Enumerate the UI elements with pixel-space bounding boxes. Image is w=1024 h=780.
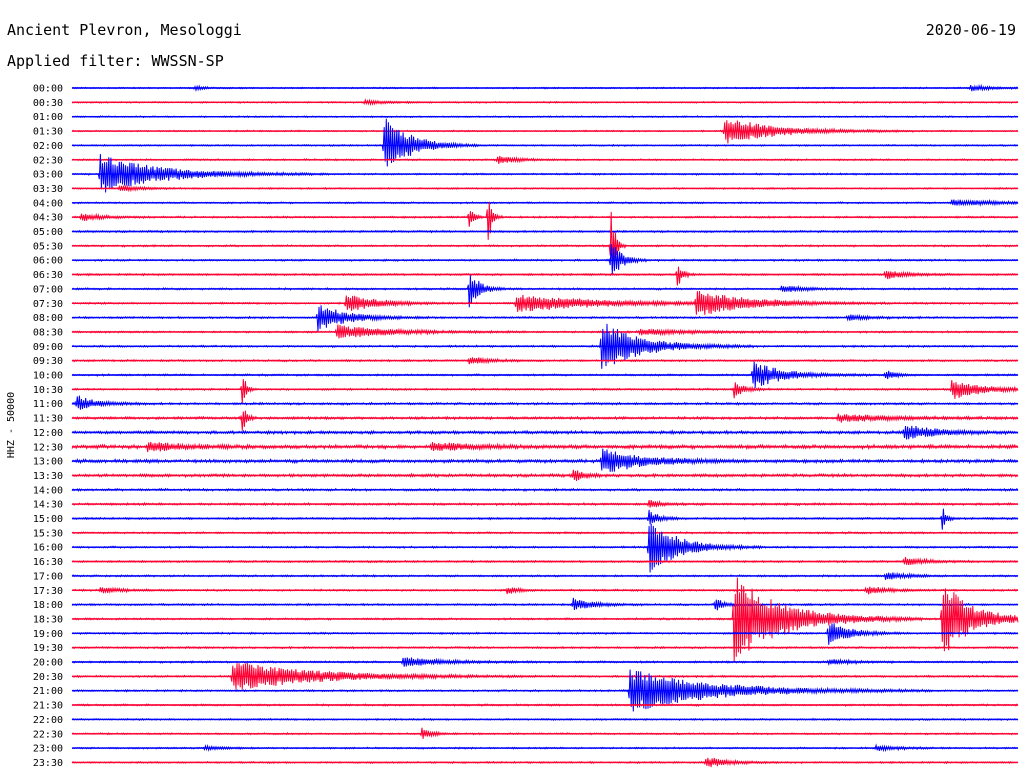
time-label: 07:00 <box>33 284 63 295</box>
time-label: 00:30 <box>33 98 63 109</box>
time-label: 02:30 <box>33 155 63 166</box>
trace-line <box>71 410 1019 431</box>
time-label: 10:30 <box>33 385 63 396</box>
time-label: 19:30 <box>33 643 63 654</box>
time-label: 14:00 <box>33 485 63 496</box>
time-label: 06:00 <box>33 256 63 267</box>
filter-label: Applied filter: WWSSN-SP <box>7 52 224 70</box>
time-label: 16:00 <box>33 543 63 554</box>
time-label: 08:00 <box>33 313 63 324</box>
time-label-group: 00:00 00:30 01:00 01:30 02:00 02:30 03:00 03:30… <box>33 84 63 769</box>
y-axis-label: HHZ - 50000 <box>6 392 17 458</box>
time-label: 07:30 <box>33 299 63 310</box>
time-label: 02:00 <box>33 141 63 152</box>
time-label: 20:00 <box>33 658 63 669</box>
time-label: 15:00 <box>33 514 63 525</box>
trace-line <box>71 202 1019 240</box>
time-label: 00:00 <box>33 84 63 95</box>
time-label: 10:00 <box>33 371 63 382</box>
station-title: Ancient Plevron, Mesologgi <box>7 21 242 39</box>
time-label: 17:00 <box>33 571 63 582</box>
trace-line <box>71 523 1019 573</box>
trace-line <box>71 266 1019 286</box>
trace-line <box>71 379 1019 404</box>
time-label: 16:30 <box>33 557 63 568</box>
time-label: 13:00 <box>33 457 63 468</box>
time-label: 04:30 <box>33 213 63 224</box>
time-label: 22:30 <box>33 729 63 740</box>
trace-line <box>71 395 1019 410</box>
time-label: 03:30 <box>33 184 63 195</box>
time-label: 20:30 <box>33 672 63 683</box>
time-label: 04:00 <box>33 198 63 209</box>
time-label: 23:30 <box>33 758 63 769</box>
time-label: 21:30 <box>33 701 63 712</box>
time-label: 12:30 <box>33 442 63 453</box>
time-label: 01:00 <box>33 112 63 123</box>
trace-line <box>71 441 1019 453</box>
time-label: 17:30 <box>33 586 63 597</box>
trace-line <box>71 211 1019 271</box>
time-label: 21:00 <box>33 686 63 697</box>
time-label: 11:00 <box>33 399 63 410</box>
time-label: 09:30 <box>33 356 63 367</box>
time-label: 23:00 <box>33 744 63 755</box>
trace-line <box>71 244 1019 275</box>
time-label: 12:00 <box>33 428 63 439</box>
time-label: 15:30 <box>33 528 63 539</box>
time-label: 06:30 <box>33 270 63 281</box>
time-label: 11:30 <box>33 414 63 425</box>
time-label: 18:00 <box>33 600 63 611</box>
time-label: 05:00 <box>33 227 63 238</box>
trace-line <box>71 448 1019 472</box>
date-label: 2020-06-19 <box>925 21 1016 39</box>
time-label: 22:00 <box>33 715 63 726</box>
time-label: 14:30 <box>33 500 63 511</box>
time-label: 05:30 <box>33 241 63 252</box>
time-label: 09:00 <box>33 342 63 353</box>
time-label: 18:30 <box>33 614 63 625</box>
time-label: 08:30 <box>33 327 63 338</box>
time-label: 01:30 <box>33 127 63 138</box>
time-label: 03:00 <box>33 170 63 181</box>
trace-line <box>71 425 1019 440</box>
time-label: 13:30 <box>33 471 63 482</box>
time-label: 19:00 <box>33 629 63 640</box>
trace-group <box>71 83 1019 768</box>
trace-line <box>71 623 1019 645</box>
